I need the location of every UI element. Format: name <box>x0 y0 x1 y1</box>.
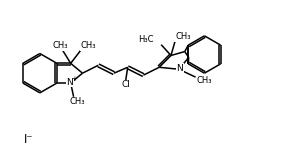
Text: CH₃: CH₃ <box>81 41 96 50</box>
Text: CH₃: CH₃ <box>70 97 85 106</box>
Text: CH₃: CH₃ <box>197 76 212 85</box>
Text: CH₃: CH₃ <box>175 32 191 41</box>
Text: Cl: Cl <box>121 80 130 90</box>
Text: H₃C: H₃C <box>138 35 153 44</box>
Text: N: N <box>176 64 183 73</box>
Text: N: N <box>66 78 73 87</box>
Text: +: + <box>72 76 78 82</box>
Text: CH₃: CH₃ <box>52 41 68 50</box>
Text: I⁻: I⁻ <box>24 133 34 146</box>
